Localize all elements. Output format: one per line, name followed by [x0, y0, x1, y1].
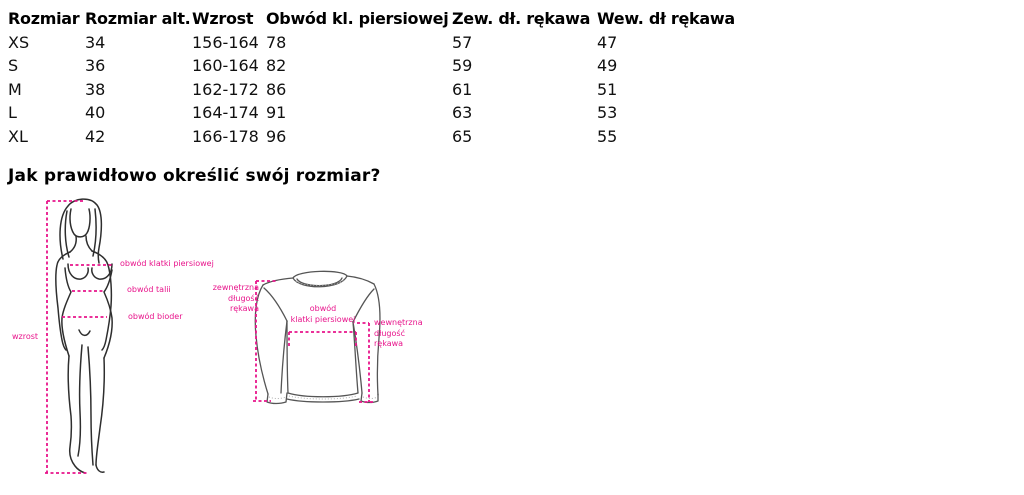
page-title: Jak prawidłowo określić swój rozmiar?	[8, 166, 381, 186]
table-cell: 166-178	[192, 126, 259, 146]
sweater-chest-label-line: obwód	[309, 304, 337, 313]
sweater-chest-label-line: klatki piersiowej	[290, 314, 356, 324]
inner-sleeve-label-line: długość	[374, 328, 405, 338]
woman-figure-illustration	[45, 198, 113, 474]
table-cell: 36	[85, 56, 106, 75]
table-cell: M	[8, 79, 22, 99]
table-cell: 51	[597, 79, 618, 99]
table-cell: 53	[597, 103, 618, 122]
table-cell: 63	[452, 103, 473, 122]
table-cell: 156-164	[192, 32, 259, 52]
table-cell: XS	[8, 32, 30, 52]
outer-sleeve-label-line: rękawa	[229, 304, 259, 313]
table-cell: 57	[452, 32, 473, 52]
outer-sleeve-label-line: zewnętrzna	[212, 283, 259, 292]
table-cell: 61	[452, 79, 473, 99]
table-cell: 160-164	[192, 56, 259, 75]
table-cell: 91	[266, 103, 287, 122]
inner-sleeve-label-line: wewnętrzna	[374, 318, 423, 327]
table-cell: 34	[85, 32, 106, 52]
height-label: wzrost	[12, 332, 39, 341]
sweater-illustration	[253, 270, 381, 405]
table-cell: 78	[266, 32, 287, 52]
table-cell: 40	[85, 103, 106, 122]
table-cell: 49	[597, 56, 618, 75]
table-cell: L	[8, 103, 17, 122]
col-header-wzrost: Wzrost	[192, 9, 254, 28]
table-cell: 47	[597, 32, 618, 52]
col-header-rozmiar: Rozmiar	[8, 9, 80, 28]
table-cell: 82	[266, 56, 287, 75]
figure-chest-label: obwód klatki piersiowej	[120, 259, 214, 268]
figure-hips-label: obwód bioder	[128, 312, 183, 321]
table-cell: 86	[266, 79, 287, 99]
table-cell: 59	[452, 56, 473, 75]
table-cell: 164-174	[192, 103, 259, 122]
col-header-wew-rekaw: Wew. dł rękawa	[597, 9, 735, 28]
table-cell: 55	[597, 126, 618, 146]
sweater-chest-label: obwód klatki piersiowej	[283, 304, 363, 325]
sweater-outline	[254, 270, 381, 405]
table-cell: 65	[452, 126, 473, 146]
figure-waist-label: obwód talii	[127, 285, 171, 294]
sweater-measurement-lines	[253, 280, 373, 403]
size-table: Rozmiar Rozmiar alt. Wzrost Obwód kl. pi…	[8, 7, 777, 148]
table-cell: 96	[266, 126, 287, 146]
outer-sleeve-label-line: długość	[228, 293, 259, 303]
col-header-zew-rekaw: Zew. dł. rękawa	[452, 9, 591, 28]
woman-silhouette	[55, 198, 113, 474]
col-header-rozmiar-alt: Rozmiar alt.	[85, 9, 191, 28]
table-cell: 162-172	[192, 79, 259, 99]
table-cell: XL	[8, 126, 28, 146]
sweater-ribbing	[268, 279, 378, 400]
table-cell: S	[8, 56, 19, 75]
outer-sleeve-label: zewnętrzna długość rękawa	[199, 283, 259, 315]
inner-sleeve-label: wewnętrzna długość rękawa	[374, 318, 429, 350]
table-cell: 38	[85, 79, 106, 99]
col-header-obwod: Obwód kl. piersiowej	[266, 9, 449, 28]
figure-measurement-lines	[45, 200, 112, 474]
inner-sleeve-label-line: rękawa	[374, 339, 404, 348]
table-cell: 42	[85, 126, 106, 146]
